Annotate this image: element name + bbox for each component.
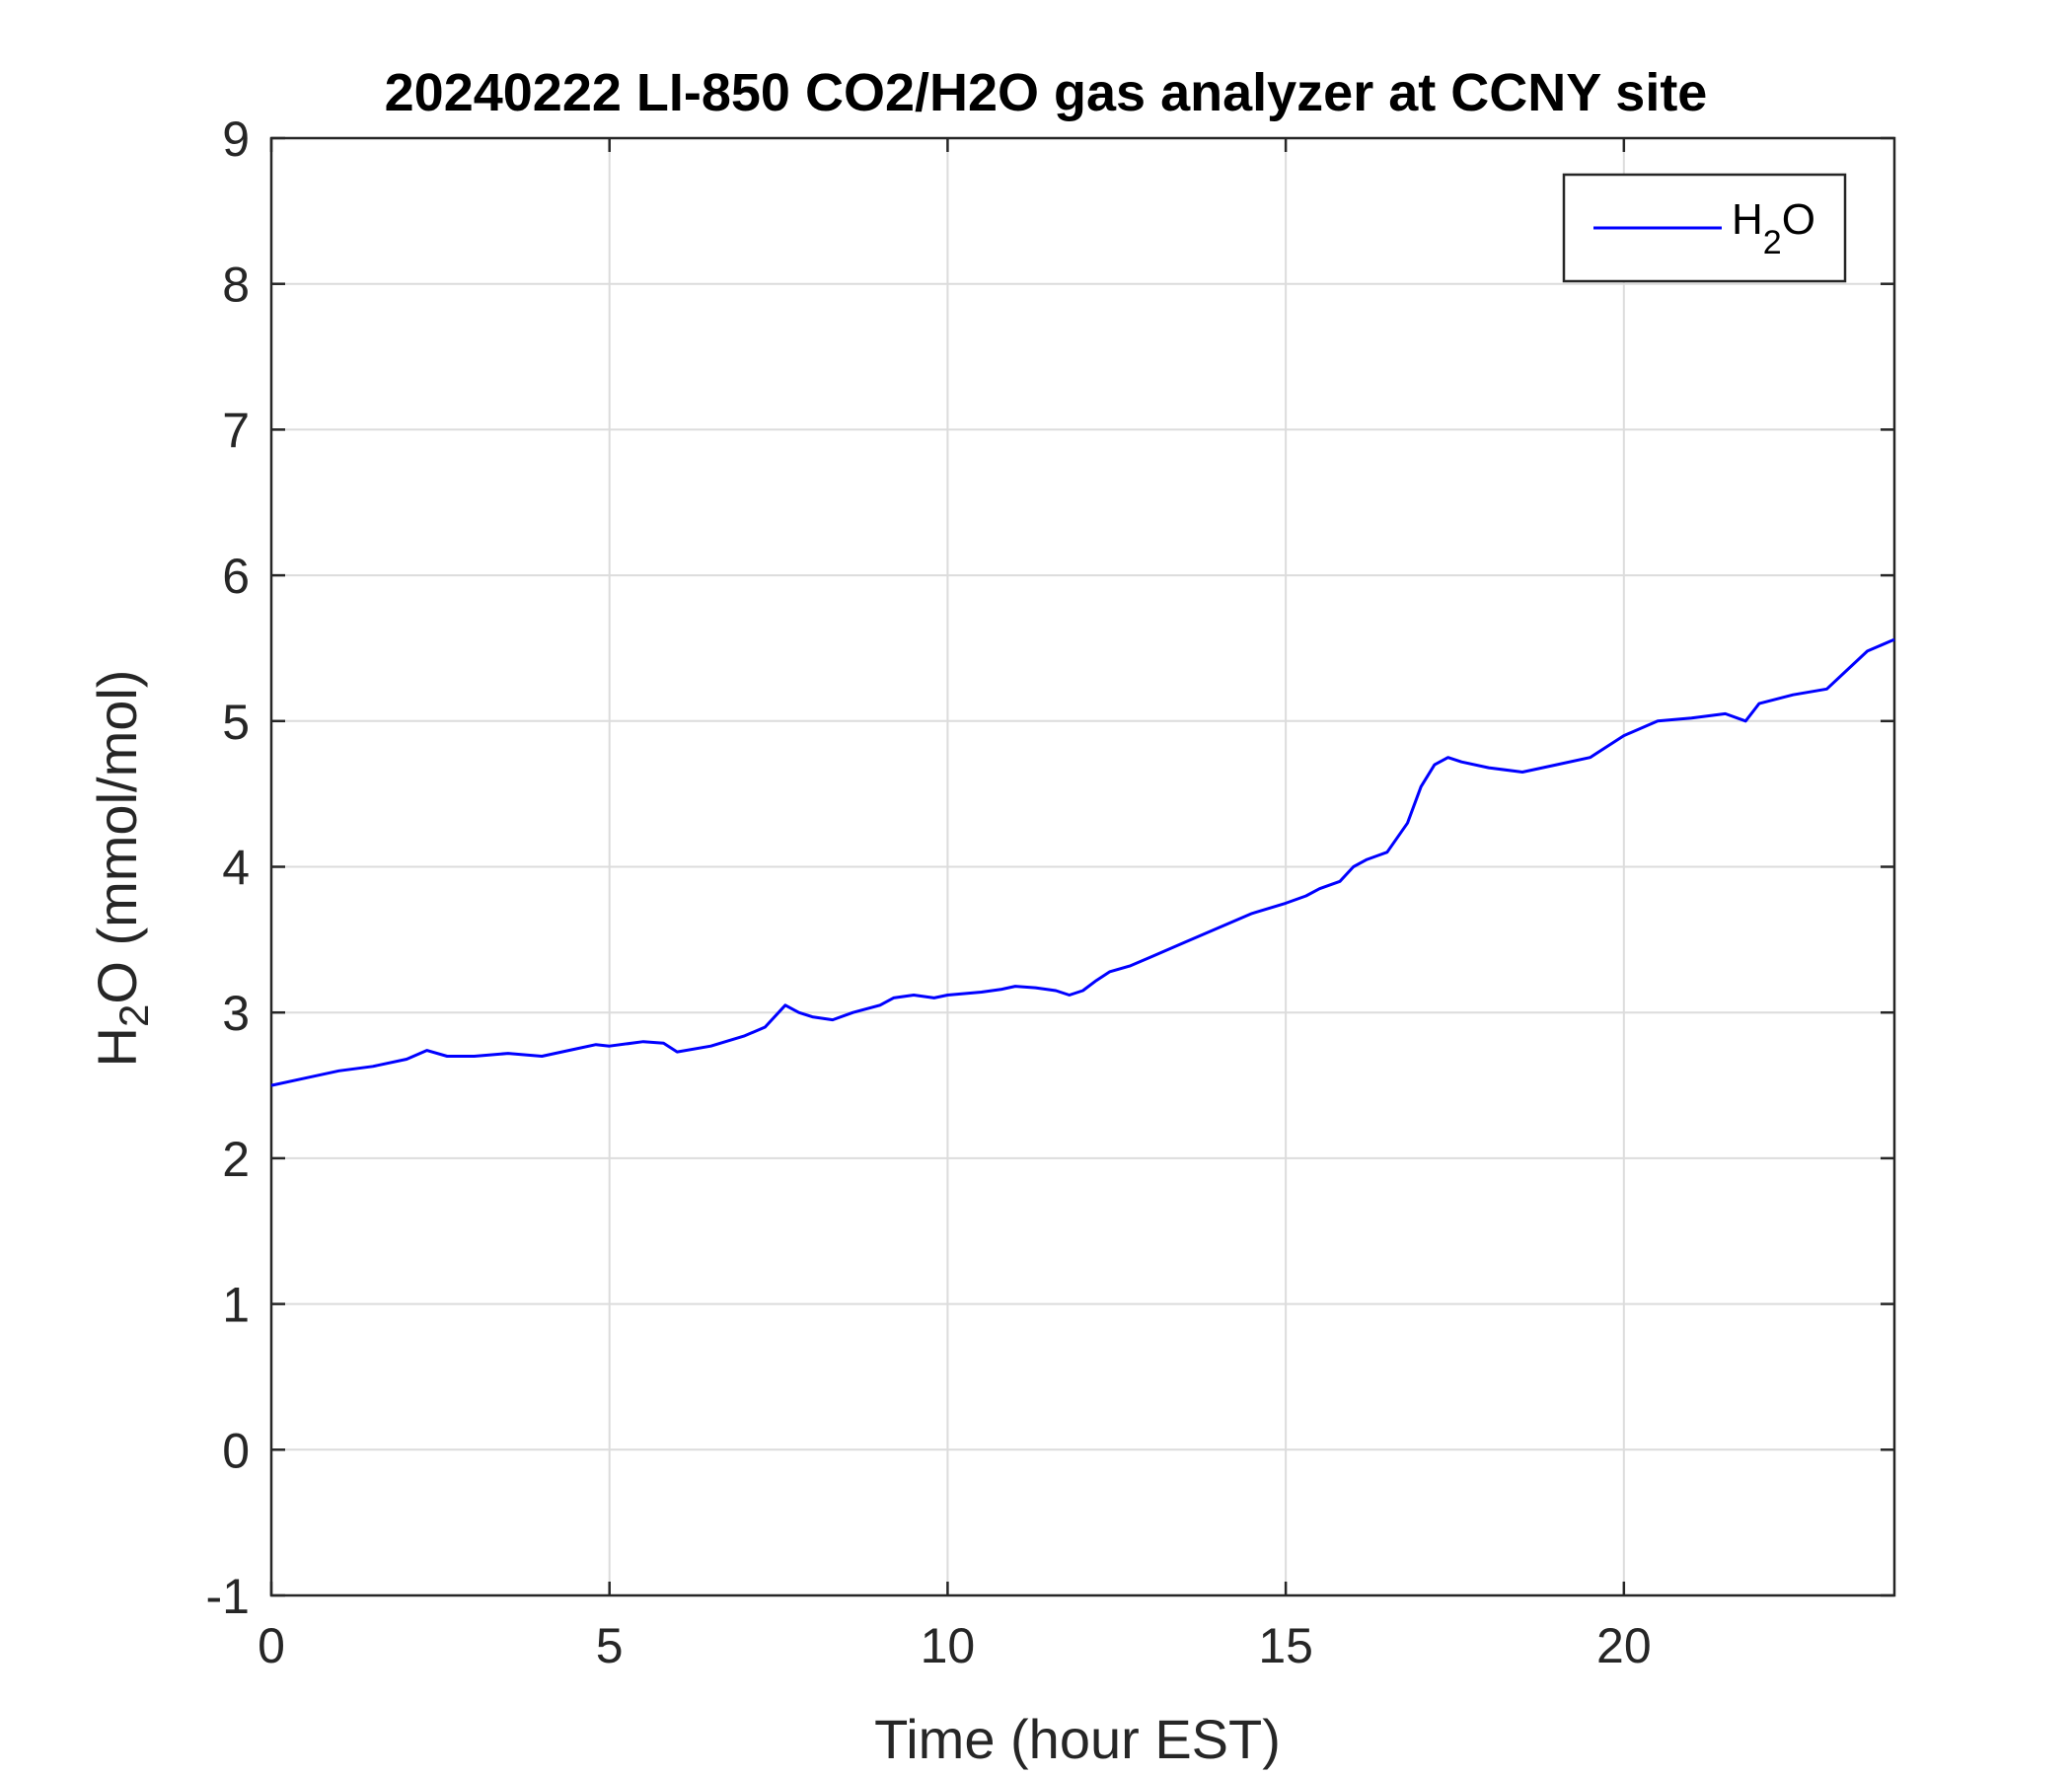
legend-label-main: H — [1732, 195, 1763, 244]
legend-label: H2O — [1732, 195, 1815, 261]
chart-title: 20240222 LI-850 CO2/H2O gas analyzer at … — [385, 63, 1708, 122]
y-axis-label-sub: 2 — [111, 1004, 157, 1027]
legend-label-sub: 2 — [1763, 224, 1782, 261]
x-tick-label: 5 — [596, 1618, 624, 1673]
y-tick-label: 4 — [222, 841, 250, 896]
legend-label-rest: O — [1782, 195, 1815, 244]
y-tick-label: 7 — [222, 403, 250, 458]
series-layer — [270, 637, 1895, 1087]
y-tick-label: -1 — [206, 1569, 250, 1624]
x-tick-label: 15 — [1258, 1618, 1313, 1673]
legend: H2O — [1562, 173, 1847, 283]
y-tick-label: 2 — [222, 1132, 250, 1187]
y-tick-label: 1 — [222, 1278, 250, 1333]
x-axis-label: Time (hour EST) — [874, 1708, 1281, 1770]
y-tick-label: 8 — [222, 258, 250, 313]
y-axis-label-main: H — [86, 1027, 148, 1067]
y-tick-label: 3 — [222, 986, 250, 1041]
x-tick-label: 0 — [258, 1618, 285, 1673]
x-tick-label: 10 — [921, 1618, 976, 1673]
y-tick-label: 5 — [222, 695, 250, 750]
y-tick-label: 0 — [222, 1423, 250, 1478]
y-tick-label: 9 — [222, 111, 250, 167]
y-tick-label: 6 — [222, 549, 250, 604]
y-axis-label: H2O (mmol/mol) — [86, 670, 157, 1068]
x-tick-label: 20 — [1596, 1618, 1652, 1673]
y-axis-label-rest: O (mmol/mol) — [86, 670, 148, 1004]
grid — [270, 137, 1894, 1596]
series-line-h2o — [270, 637, 1895, 1087]
